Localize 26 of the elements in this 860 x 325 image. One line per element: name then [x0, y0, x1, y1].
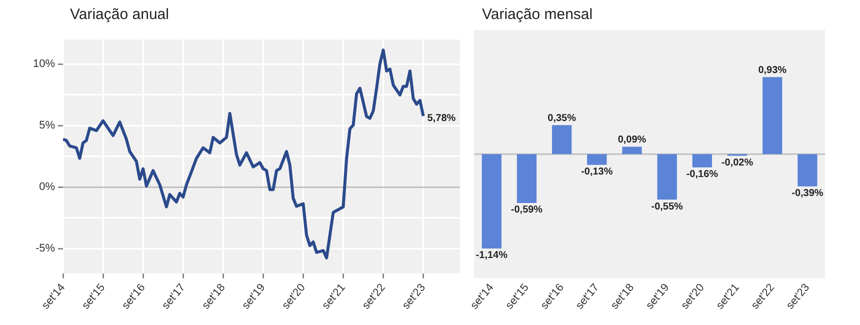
annotation: 5,78% — [427, 112, 456, 124]
bar — [622, 146, 642, 154]
y-tick-label: -5% — [35, 242, 56, 255]
bar — [552, 125, 572, 154]
data-label: 0,35% — [548, 112, 576, 124]
y-tick-label: 0% — [39, 181, 56, 194]
bar — [762, 77, 782, 154]
bar — [657, 154, 677, 200]
data-label: -0,59% — [510, 204, 543, 216]
data-label: -0,55% — [651, 201, 684, 212]
bar — [482, 154, 502, 248]
data-label: -0,02% — [721, 158, 754, 169]
y-tick-label: 5% — [39, 120, 56, 132]
data-label: 0,09% — [618, 134, 646, 146]
data-label: -0,13% — [581, 166, 613, 178]
y-tick-label: 10% — [32, 58, 56, 70]
bar — [516, 154, 537, 203]
bar — [692, 154, 712, 168]
bar — [587, 154, 607, 165]
chart-title: Variação anual — [70, 6, 169, 23]
chart-title: Variação mensal — [482, 6, 593, 23]
data-label: -0,16% — [686, 169, 718, 180]
data-label: 0,93% — [758, 64, 787, 76]
data-label: -0,39% — [792, 188, 824, 200]
data-label: -1,14% — [476, 250, 508, 262]
bar — [798, 154, 818, 186]
